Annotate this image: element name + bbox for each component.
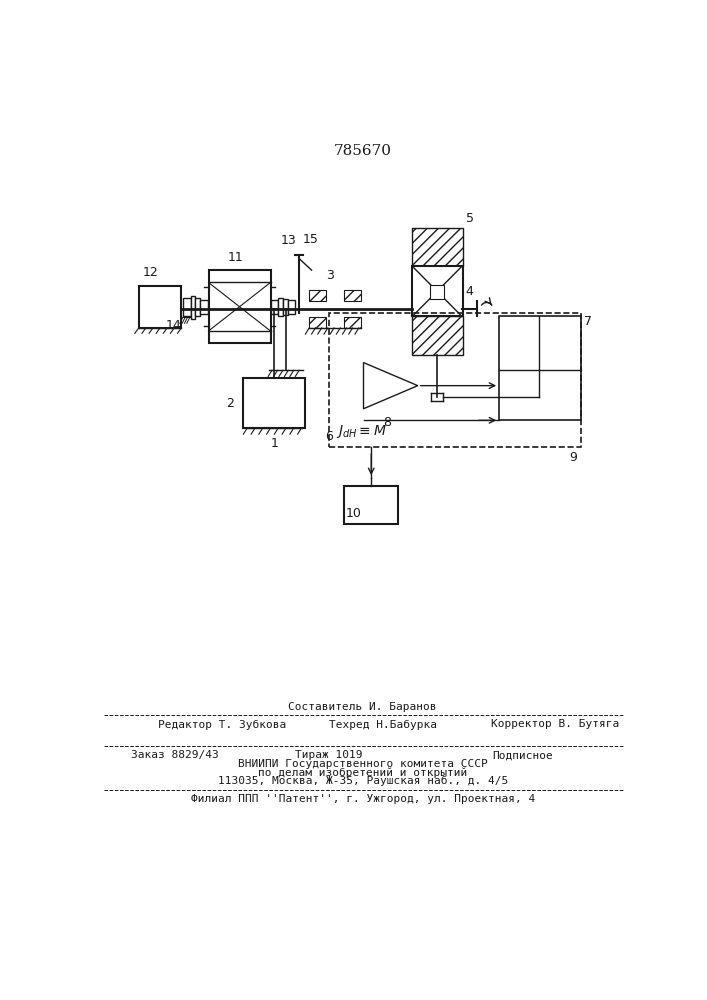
Text: 15: 15 xyxy=(303,233,319,246)
Text: Составитель И. Баранов: Составитель И. Баранов xyxy=(288,702,437,712)
Bar xyxy=(344,290,361,301)
Text: 10: 10 xyxy=(346,507,361,520)
Text: ВНИИПИ Государственного комитета СССР: ВНИИПИ Государственного комитета СССР xyxy=(238,759,488,769)
Bar xyxy=(209,270,271,343)
Text: 5: 5 xyxy=(466,212,474,225)
Text: Корректор В. Бутяга: Корректор В. Бутяга xyxy=(491,719,619,729)
Text: 9: 9 xyxy=(568,451,577,464)
Text: 4: 4 xyxy=(466,285,474,298)
Text: 7: 7 xyxy=(585,315,592,328)
Text: Тираж 1019: Тираж 1019 xyxy=(295,750,363,760)
Text: 14: 14 xyxy=(165,319,182,332)
Text: по делам изобретений и открытий: по делам изобретений и открытий xyxy=(258,768,467,778)
Bar xyxy=(412,266,462,316)
Text: Редактор Т. Зубкова: Редактор Т. Зубкова xyxy=(158,719,286,730)
Text: 2: 2 xyxy=(226,397,234,410)
Bar xyxy=(195,298,200,316)
Text: Подписное: Подписное xyxy=(492,750,553,760)
Bar xyxy=(183,298,191,316)
Bar xyxy=(499,316,580,420)
Bar xyxy=(309,290,327,301)
Text: Заказ 8829/43: Заказ 8829/43 xyxy=(131,750,218,760)
Text: 785670: 785670 xyxy=(334,144,392,158)
Text: Техред Н.Бабурка: Техред Н.Бабурка xyxy=(329,719,437,730)
Text: 13: 13 xyxy=(281,234,297,247)
Text: 6: 6 xyxy=(325,430,332,443)
Text: 113035, Москва, Ж-35, Раушская наб., д. 4/5: 113035, Москва, Ж-35, Раушская наб., д. … xyxy=(218,776,508,786)
Text: 12: 12 xyxy=(143,266,158,279)
Text: 8: 8 xyxy=(382,416,391,429)
Text: $J_{dH}\equiv M$: $J_{dH}\equiv M$ xyxy=(337,423,387,440)
Bar xyxy=(329,312,580,447)
Text: 3: 3 xyxy=(326,269,334,282)
Bar xyxy=(243,378,305,428)
Bar xyxy=(344,486,398,524)
Text: 11: 11 xyxy=(228,251,243,264)
Bar xyxy=(412,228,462,266)
Bar xyxy=(200,300,208,314)
Text: Филиал ППП ''Патент'', г. Ужгород, ул. Проектная, 4: Филиал ППП ''Патент'', г. Ужгород, ул. П… xyxy=(191,794,535,804)
Bar xyxy=(430,285,444,299)
Bar xyxy=(288,300,296,314)
Bar xyxy=(279,298,283,316)
Bar xyxy=(283,299,288,315)
Bar xyxy=(191,296,195,319)
Bar xyxy=(344,317,361,328)
Bar xyxy=(139,286,182,328)
Bar xyxy=(309,317,327,328)
Text: 1: 1 xyxy=(271,437,279,450)
Bar xyxy=(271,300,279,314)
Bar xyxy=(412,316,462,355)
